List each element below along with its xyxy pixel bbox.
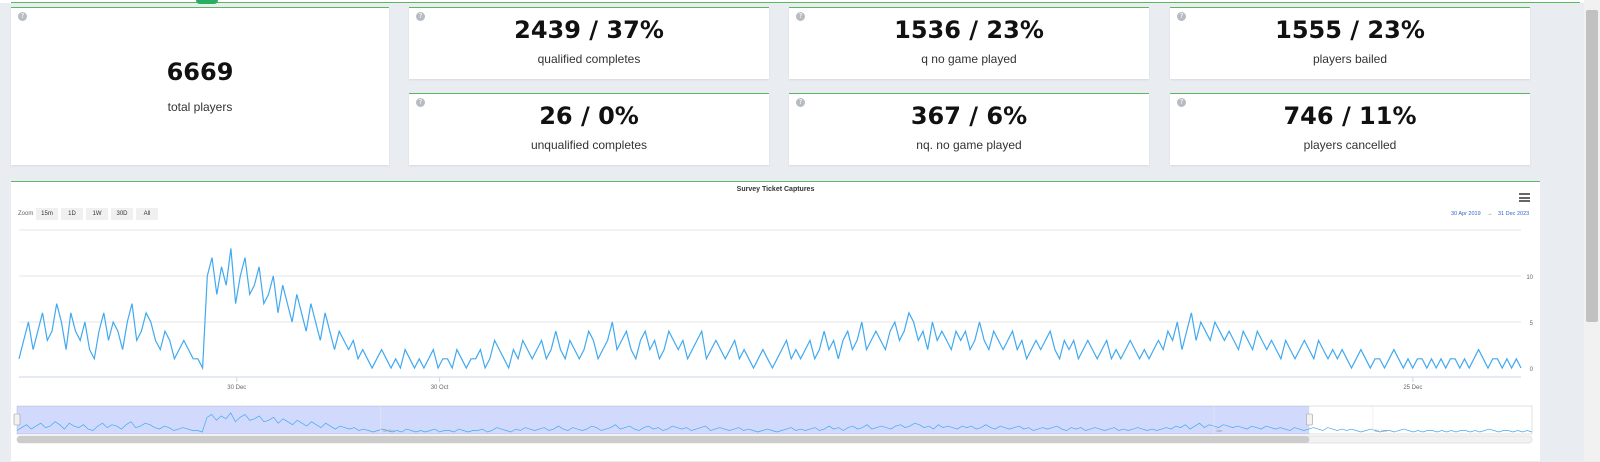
help-icon[interactable]: ? bbox=[18, 12, 27, 21]
range-to[interactable]: 31 Dec 2023 bbox=[1498, 211, 1530, 217]
help-icon[interactable]: ? bbox=[796, 12, 805, 21]
navigator-tick-label: Jan bbox=[1216, 428, 1222, 433]
range-from[interactable]: 30 Apr 2019 bbox=[1451, 211, 1481, 217]
stat-value: 367 / 6% bbox=[910, 102, 1028, 130]
navigator-selection bbox=[17, 406, 1310, 434]
navigator-tick-label: 30 Oct bbox=[383, 428, 396, 433]
navigator-handle-left[interactable] bbox=[13, 413, 21, 426]
zoom-button-30d[interactable]: 30D bbox=[111, 208, 133, 220]
stat-card-nq-no-game-played: ? 367 / 6% nq. no game played bbox=[789, 93, 1149, 165]
stat-value: 1536 / 23% bbox=[894, 16, 1044, 44]
zoom-button-1w[interactable]: 1W bbox=[86, 208, 108, 220]
help-icon[interactable]: ? bbox=[796, 98, 805, 107]
range-arrow: → bbox=[1487, 211, 1493, 217]
stat-value: 26 / 0% bbox=[539, 102, 639, 130]
x-tick-label: 30 Dec bbox=[227, 385, 246, 391]
top-border bbox=[0, 0, 1600, 3]
stat-card-players-bailed: ? 1555 / 23% players bailed bbox=[1170, 7, 1530, 79]
page-scrollbar[interactable] bbox=[1584, 0, 1600, 461]
y-tick-label: 0 bbox=[1530, 367, 1534, 373]
help-icon[interactable]: ? bbox=[1177, 98, 1186, 107]
series-line bbox=[18, 248, 1522, 371]
stat-card-qualified-completes: ? 2439 / 37% qualified completes bbox=[409, 7, 769, 79]
navigator-scrollbar-thumb[interactable] bbox=[17, 436, 1310, 443]
stat-label: players cancelled bbox=[1303, 138, 1397, 152]
stat-label: nq. no game played bbox=[916, 138, 1022, 152]
stat-label: q no game played bbox=[921, 52, 1017, 66]
stat-card-players-cancelled: ? 746 / 11% players cancelled bbox=[1170, 93, 1530, 165]
zoom-button-1d[interactable]: 1D bbox=[61, 208, 83, 220]
page-scrollbar-thumb[interactable] bbox=[1586, 10, 1598, 322]
zoom-button-all[interactable]: All bbox=[136, 208, 158, 220]
stat-value: 746 / 11% bbox=[1283, 102, 1417, 130]
stat-label: players bailed bbox=[1312, 52, 1388, 66]
stat-value: 1555 / 23% bbox=[1275, 16, 1425, 44]
chart-title: Survey Ticket Captures bbox=[736, 186, 815, 193]
zoom-button-15m[interactable]: 15m bbox=[36, 208, 58, 220]
navigator-series-line bbox=[16, 412, 1533, 433]
hamburger-menu-icon[interactable] bbox=[1519, 193, 1530, 202]
stat-card-unqualified-completes: ? 26 / 0% unqualified completes bbox=[409, 93, 769, 165]
help-icon[interactable]: ? bbox=[416, 98, 425, 107]
y-tick-label: 10 bbox=[1526, 275, 1533, 281]
stat-card-total-players: ? 6669 total players bbox=[11, 7, 389, 165]
stat-label: qualified completes bbox=[537, 52, 641, 66]
zoom-label: Zoom bbox=[18, 211, 34, 217]
stat-value: 6669 bbox=[166, 58, 234, 86]
help-icon[interactable]: ? bbox=[1177, 12, 1186, 21]
survey-ticket-chart-panel: Survey Ticket Captures Zoom 15m 1D 1W 30… bbox=[11, 181, 1540, 461]
stat-label: total players bbox=[167, 100, 233, 114]
line-chart[interactable]: 0 5 10 30 Dec 30 Oct 25 Dec 30 Oct Jan 01 Jan bbox=[11, 182, 1540, 462]
x-tick-label: 30 Oct bbox=[431, 385, 449, 391]
active-tab-indicator bbox=[196, 0, 218, 4]
y-tick-label: 5 bbox=[1530, 321, 1534, 327]
stat-value: 2439 / 37% bbox=[514, 16, 664, 44]
navigator-tick-label: 01 Jan bbox=[1375, 428, 1387, 433]
stat-label: unqualified completes bbox=[530, 138, 648, 152]
navigator-handle-right[interactable] bbox=[1305, 413, 1313, 426]
stat-card-q-no-game-played: ? 1536 / 23% q no game played bbox=[789, 7, 1149, 79]
x-tick-label: 25 Dec bbox=[1403, 385, 1422, 391]
help-icon[interactable]: ? bbox=[416, 12, 425, 21]
